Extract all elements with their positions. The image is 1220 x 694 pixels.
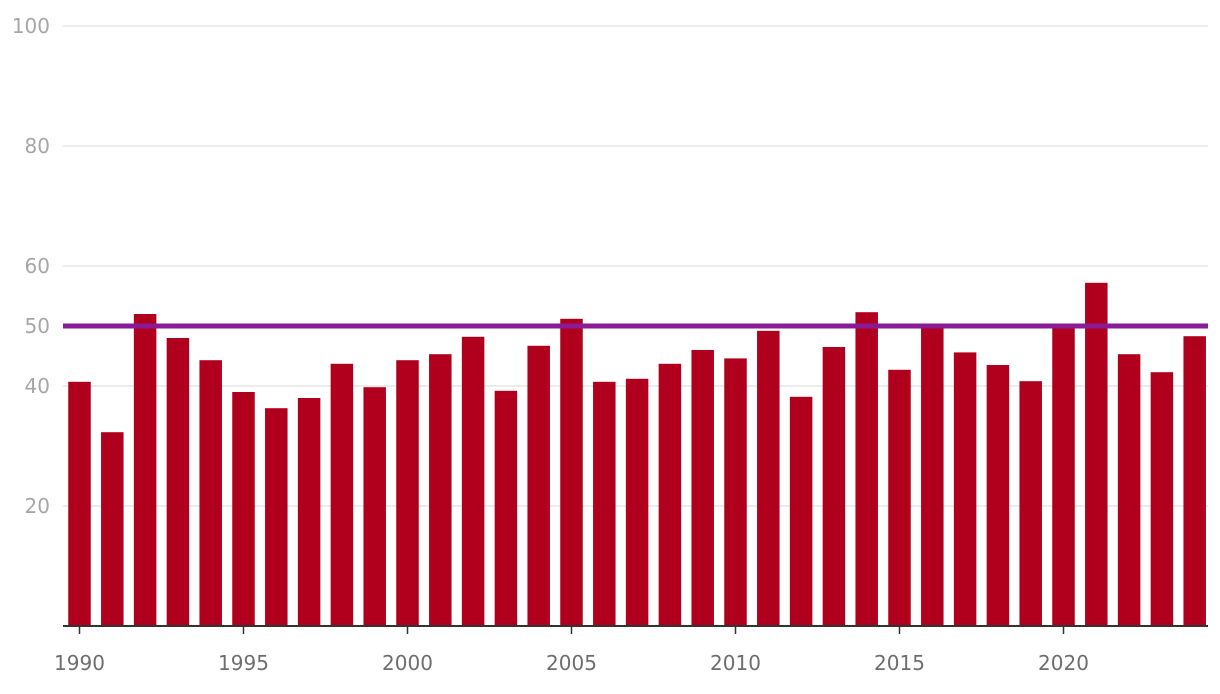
x-tick-label: 1995 <box>218 651 269 675</box>
bar-2024 <box>1183 336 1206 626</box>
bar-2006 <box>593 381 616 626</box>
bar-2015 <box>888 369 911 626</box>
y-tick-label: 60 <box>25 254 50 278</box>
bar-2011 <box>757 330 780 626</box>
y-tick-label: 50 <box>25 314 50 338</box>
bars <box>68 282 1206 626</box>
bar-1990 <box>68 381 91 626</box>
x-tick-label: 2010 <box>710 651 761 675</box>
x-axis <box>63 625 1208 634</box>
bar-2001 <box>429 354 452 626</box>
bar-1994 <box>199 360 222 626</box>
bar-2023 <box>1150 372 1174 626</box>
bar-2022 <box>1117 354 1141 626</box>
bar-2002 <box>461 336 485 626</box>
bar-2004 <box>527 345 550 626</box>
bar-2005 <box>560 318 583 626</box>
bar-1999 <box>363 387 386 626</box>
bar-2021 <box>1085 282 1108 626</box>
bar-1995 <box>232 392 255 626</box>
x-tick-label: 1990 <box>54 651 105 675</box>
bar-2007 <box>625 378 649 626</box>
x-tick-label: 2020 <box>1038 651 1089 675</box>
bar-2018 <box>986 365 1010 626</box>
bar-2010 <box>724 358 747 626</box>
x-tick-label: 2005 <box>546 651 597 675</box>
bar-1992 <box>133 314 157 626</box>
bar-2003 <box>494 390 518 626</box>
y-tick-label: 40 <box>25 374 50 398</box>
bar-1997 <box>297 398 321 626</box>
x-tick-label: 2000 <box>382 651 433 675</box>
bar-1996 <box>265 408 288 626</box>
bar-2000 <box>396 360 419 626</box>
bar-2012 <box>789 396 813 626</box>
bar-1993 <box>166 338 190 626</box>
bar-2014 <box>855 312 878 626</box>
bar-1991 <box>101 432 124 626</box>
x-axis-tick-labels: 1990 1995 2000 2005 2010 2015 2020 <box>54 651 1089 675</box>
bar-2019 <box>1019 381 1042 626</box>
y-tick-label: 100 <box>12 14 50 38</box>
bar-2009 <box>691 350 714 626</box>
y-tick-label: 80 <box>25 134 50 158</box>
bar-2013 <box>822 347 846 626</box>
y-tick-label: 20 <box>25 494 50 518</box>
bar-2008 <box>658 363 682 626</box>
bar-2016 <box>921 328 944 626</box>
y-axis-tick-labels: 20 40 50 60 80 100 <box>12 14 50 518</box>
bar-1998 <box>330 363 354 626</box>
bar-2020 <box>1052 326 1075 626</box>
bar-2017 <box>953 352 977 626</box>
x-tick-label: 2015 <box>874 651 925 675</box>
